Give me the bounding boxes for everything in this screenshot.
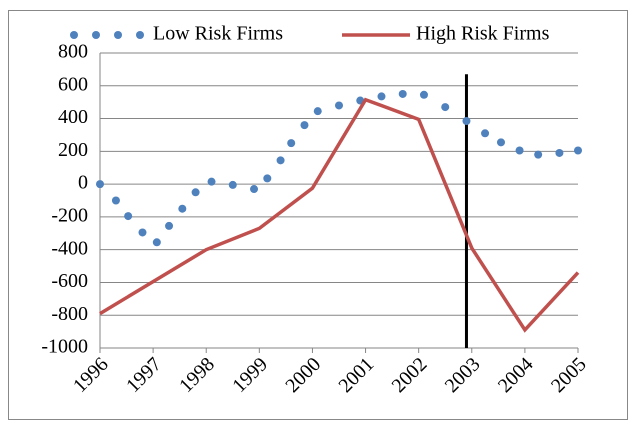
x-tick-label: 1999 xyxy=(228,353,272,397)
data-point xyxy=(377,92,386,101)
data-point xyxy=(481,129,490,138)
data-line xyxy=(99,97,580,333)
data-point xyxy=(207,177,216,186)
x-tick-label: 2004 xyxy=(494,353,538,397)
x-tick-label: 2000 xyxy=(281,353,325,397)
y-tick-label: 200 xyxy=(58,139,88,161)
data-point xyxy=(287,139,296,148)
data-point xyxy=(462,117,471,126)
y-tick-label: 800 xyxy=(58,41,88,63)
data-point xyxy=(228,180,237,189)
data-point xyxy=(96,180,104,189)
legend-swatch xyxy=(136,31,144,39)
legend-label: Low Risk Firms xyxy=(153,23,283,45)
data-point xyxy=(111,196,120,205)
data-point xyxy=(398,89,407,98)
data-point xyxy=(250,185,259,194)
x-tick-label: 2005 xyxy=(547,353,591,397)
data-point xyxy=(300,121,309,130)
legend-swatch xyxy=(114,31,122,39)
data-point xyxy=(313,107,322,116)
data-point xyxy=(555,148,564,157)
y-tick-label: -200 xyxy=(51,204,88,226)
chart-border xyxy=(8,10,628,420)
x-tick-label: 2003 xyxy=(441,353,485,397)
data-point xyxy=(165,221,174,230)
data-point xyxy=(191,188,200,197)
y-tick-label: 400 xyxy=(58,106,88,128)
y-tick-label: 600 xyxy=(58,73,88,95)
x-tick-label: 2002 xyxy=(388,353,432,397)
legend-label: High Risk Firms xyxy=(416,23,550,45)
data-point xyxy=(124,212,133,221)
data-point xyxy=(178,204,187,213)
y-tick-label: -600 xyxy=(51,270,88,292)
x-tick-label: 1997 xyxy=(122,353,166,397)
data-point xyxy=(534,150,543,159)
x-tick-label: 1996 xyxy=(69,353,113,397)
y-tick-label: -1000 xyxy=(41,336,88,358)
legend-swatch xyxy=(70,31,78,39)
data-point xyxy=(441,103,450,112)
x-tick-label: 2001 xyxy=(334,353,378,397)
data-point xyxy=(419,90,428,99)
legend-swatch xyxy=(92,31,100,39)
data-point xyxy=(276,156,285,165)
data-point xyxy=(574,146,582,155)
data-point xyxy=(138,228,147,237)
y-tick-label: 0 xyxy=(78,172,88,194)
y-tick-label: -400 xyxy=(51,237,88,259)
data-point xyxy=(152,238,161,247)
y-tick-label: -800 xyxy=(51,303,88,325)
x-tick-label: 1998 xyxy=(175,353,219,397)
data-point xyxy=(496,138,505,147)
data-point xyxy=(263,174,272,183)
data-point xyxy=(515,146,524,155)
data-point xyxy=(335,101,343,110)
